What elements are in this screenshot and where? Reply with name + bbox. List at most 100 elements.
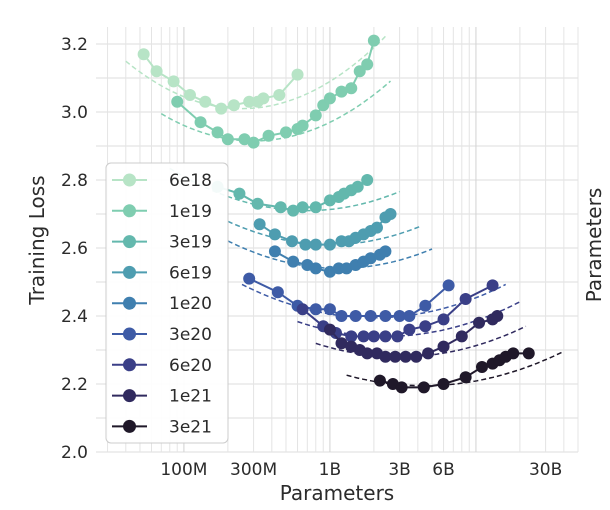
data-point [364,252,377,265]
data-point [286,235,299,248]
data-point [287,204,300,217]
data-point [227,99,240,112]
y-tick-label: 2.0 [61,443,88,463]
data-point [367,34,380,47]
series-3e21 [373,347,535,394]
legend-marker [123,327,136,341]
legend-item-1e21: 1e21 [112,387,212,407]
data-point [233,187,246,200]
data-point [364,310,377,322]
series-lines [137,34,535,394]
data-point [455,330,468,343]
data-point [279,126,292,139]
data-point [243,272,256,285]
data-point [459,293,472,305]
data-point [459,371,472,384]
series-1e21 [323,310,504,363]
series-6e19 [253,208,397,251]
y-tick-label: 2.4 [61,307,88,327]
legend-item-6e19: 6e19 [112,263,212,283]
data-point [393,310,406,322]
data-point [296,119,309,132]
data-point [309,109,322,122]
data-point [373,374,386,387]
data-point [257,92,270,105]
x-tick-labels: 100M 300M 1B 3B 6B 30B [160,460,562,480]
data-point [422,347,435,360]
data-point [367,330,380,343]
y-tick-label: 2.8 [61,171,88,191]
y-tick-label: 2.6 [61,239,88,259]
data-point [309,238,322,251]
legend-item-6e20: 6e20 [112,356,212,376]
legend-label: 6e18 [169,171,212,191]
data-point [323,303,336,316]
fit-curve-6e18 [125,35,386,110]
legend-label: 3e19 [169,233,212,253]
legend-marker [123,265,136,279]
data-point [403,323,416,336]
x-tick-label: 100M [160,460,207,480]
data-point [384,208,397,220]
data-point [351,180,364,193]
legend-marker [123,389,136,403]
data-point [247,136,260,149]
legend-label: 1e19 [169,202,212,222]
data-point [486,279,499,292]
data-point [419,299,432,312]
data-point [473,316,486,329]
data-point [437,378,450,390]
x-tick-label: 1B [319,460,341,480]
data-point [361,347,374,360]
y-tick-label: 2.2 [61,375,88,395]
legend-item-3e19: 3e19 [112,233,212,253]
data-point [323,92,336,105]
data-point [522,347,535,360]
legend-marker [123,235,136,249]
data-point [211,126,224,139]
data-point [361,174,374,186]
data-point [137,48,150,61]
data-point [323,323,336,336]
legend-marker [123,358,136,372]
data-point [253,218,266,231]
data-point [215,102,228,115]
data-point [335,337,348,350]
legend-label: 3e21 [169,417,212,437]
x-axis-title: Parameters [280,481,394,505]
data-point [299,238,312,251]
data-point [150,65,163,78]
data-point [399,350,412,363]
legend-label: 6e20 [169,356,212,376]
legend: 6e18 1e19 3e19 6e19 1e20 3e20 6e20 1e21 3e21 [105,162,229,444]
data-point [274,201,287,214]
legend-label: 1e21 [169,387,212,407]
series-6e20 [296,279,499,343]
y-tick-label: 3.0 [61,103,88,123]
data-point [171,95,184,108]
data-point [395,381,408,394]
data-point [335,310,348,322]
data-point [243,95,256,108]
data-point [273,89,286,101]
data-point [442,279,455,292]
data-point [268,228,281,241]
x-tick-label: 300M [230,460,277,480]
legend-label: 3e20 [169,325,212,345]
data-point [379,330,392,343]
legend-marker [123,296,136,310]
legend-frame [105,162,229,444]
data-point [379,245,392,258]
data-point [291,68,304,81]
x-tick-label: 6B [432,460,454,480]
legend-marker [123,173,136,187]
legend-marker [123,419,136,433]
series-3e19 [211,174,374,217]
data-point [345,330,358,343]
data-point [296,303,309,316]
data-point [475,361,488,373]
data-point [345,82,358,95]
data-point [507,347,520,360]
data-point [403,310,416,322]
data-point [391,330,404,343]
